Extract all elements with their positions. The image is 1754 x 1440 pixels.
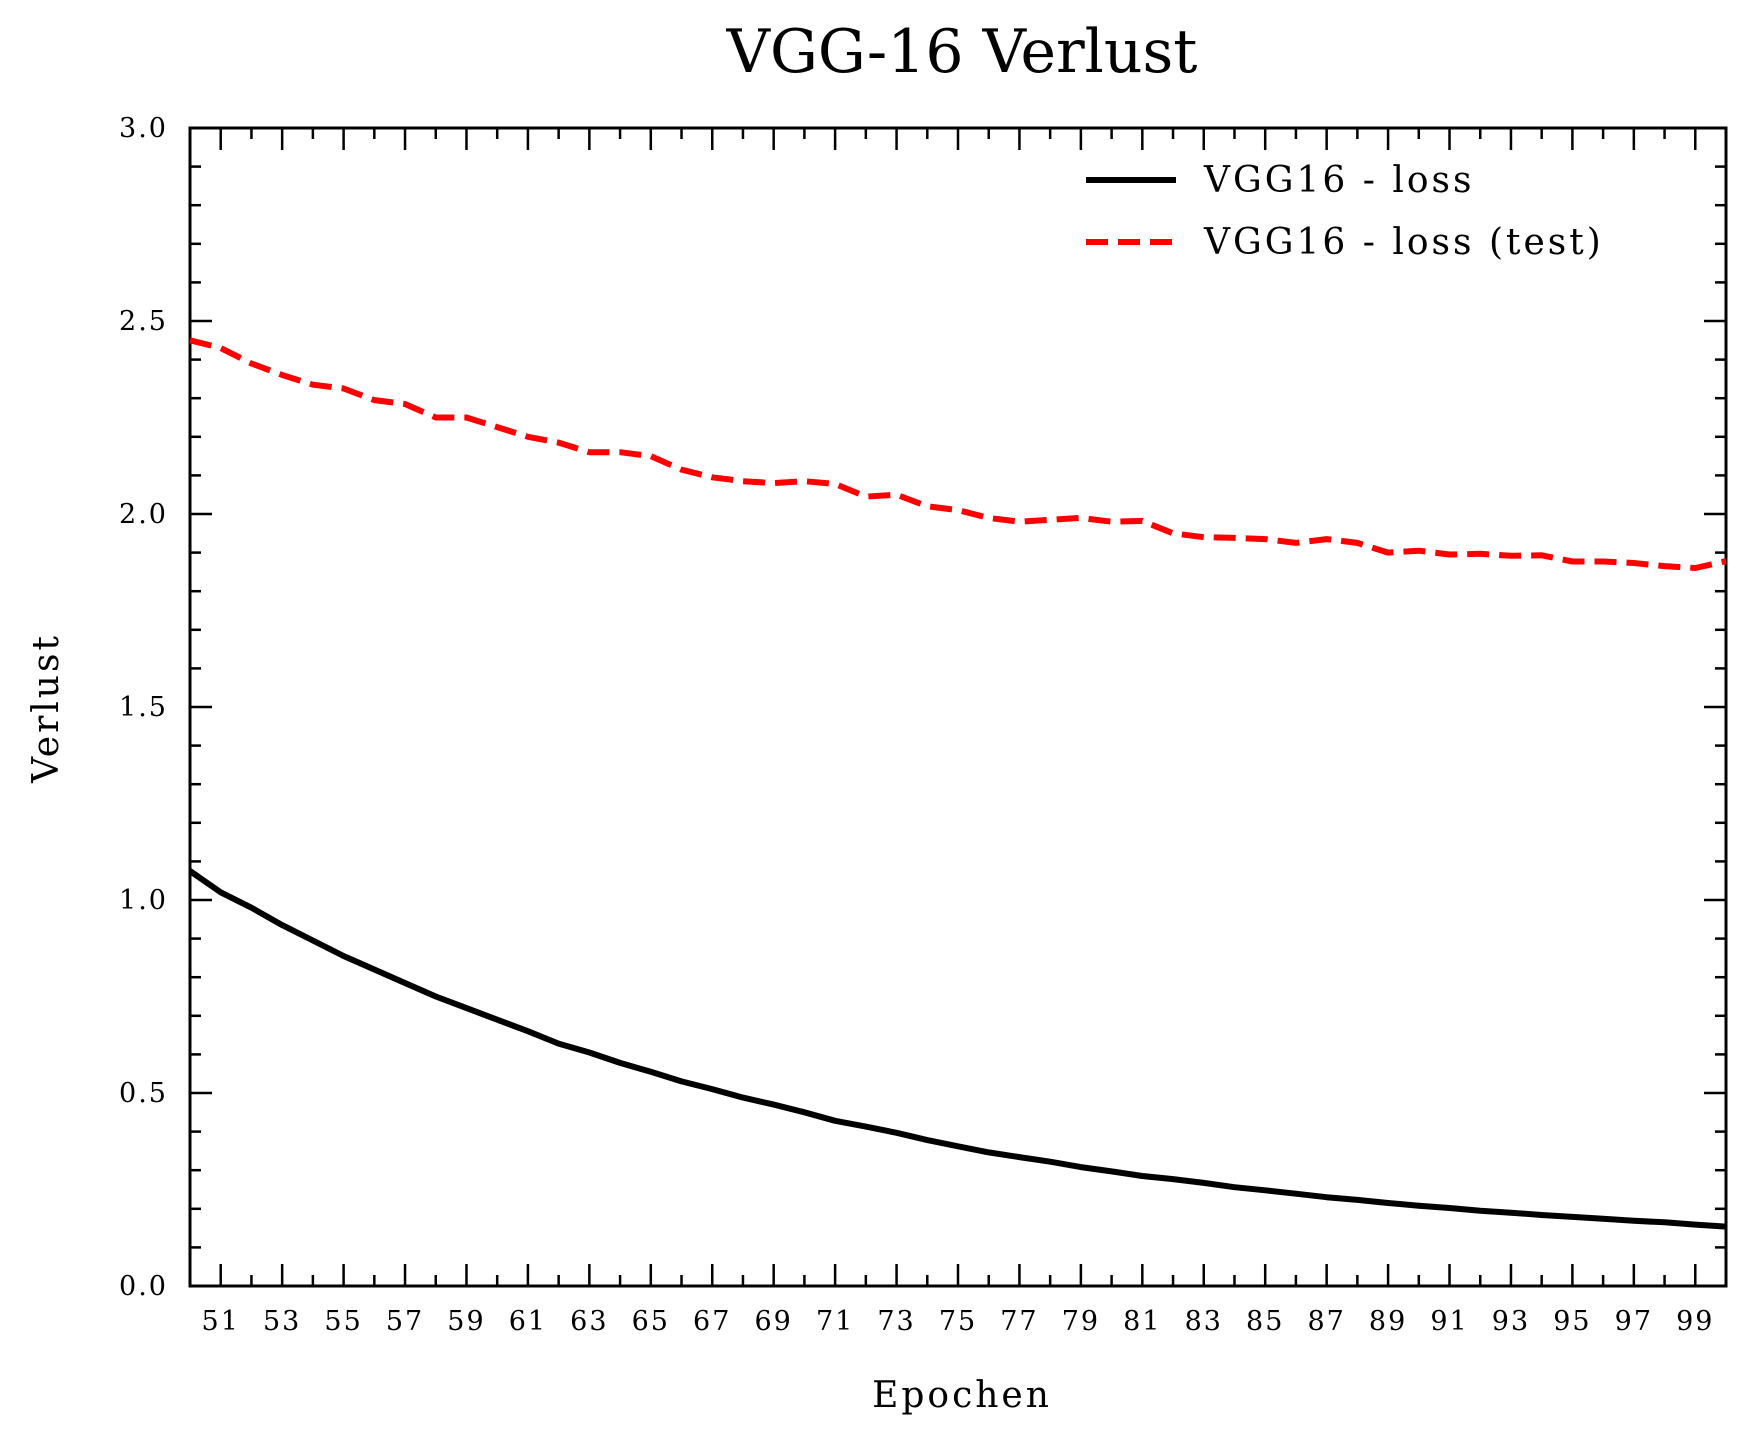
x-tick-label: 89 <box>1369 1306 1407 1337</box>
legend-label-1: VGG16 - loss <box>1203 160 1475 201</box>
y-axis-label: Verlust <box>26 633 67 784</box>
x-tick-label: 81 <box>1123 1306 1161 1337</box>
x-tick-label: 61 <box>509 1306 547 1337</box>
x-tick-label: 93 <box>1492 1306 1530 1337</box>
plot-area: 0.0 0.5 1.0 1.5 2.0 2.5 3.0 51 53 55 57 59 61 63 65 67 6… <box>119 113 1728 1337</box>
x-tick-label: 77 <box>1000 1306 1038 1337</box>
x-tick-label: 95 <box>1553 1306 1591 1337</box>
x-tick-label: 71 <box>816 1306 854 1337</box>
legend-label-2: VGG16 - loss (test) <box>1203 222 1604 263</box>
legend: VGG16 - loss VGG16 - loss (test) <box>1086 160 1604 263</box>
x-tick-label: 85 <box>1246 1306 1284 1337</box>
x-tick-label: 63 <box>570 1306 608 1337</box>
x-tick-label: 69 <box>755 1306 793 1337</box>
y-tick-label: 0.0 <box>119 1271 168 1302</box>
x-tick-label: 79 <box>1062 1306 1100 1337</box>
plot-frame <box>188 126 1728 1288</box>
series-line-1 <box>188 868 1727 1230</box>
x-tick-label: 57 <box>386 1306 424 1337</box>
x-tick-label: 91 <box>1430 1306 1468 1337</box>
x-tick-label: 67 <box>693 1306 731 1337</box>
y-axis-label-group: Verlust <box>26 633 67 784</box>
y-tick-label: 2.0 <box>119 499 168 530</box>
chart-title: VGG-16 Verlust <box>726 17 1198 87</box>
series-line-2 <box>189 337 1727 571</box>
x-tick-label: 55 <box>324 1306 362 1337</box>
x-tick-label: 73 <box>877 1306 915 1337</box>
x-tick-label: 65 <box>632 1306 670 1337</box>
x-tick-label: 97 <box>1615 1306 1653 1337</box>
x-tick-label: 51 <box>202 1306 240 1337</box>
y-tick-label: 0.5 <box>119 1078 168 1109</box>
x-tick-label: 83 <box>1185 1306 1223 1337</box>
x-tick-label: 99 <box>1676 1306 1714 1337</box>
x-tick-label: 59 <box>447 1306 485 1337</box>
x-tick-label: 87 <box>1307 1306 1345 1337</box>
y-tick-label: 1.5 <box>119 692 168 723</box>
y-tick-label: 1.0 <box>119 885 168 916</box>
y-tick-label: 3.0 <box>119 113 168 144</box>
x-tick-label: 53 <box>263 1306 301 1337</box>
x-tick-label: 75 <box>939 1306 977 1337</box>
x-axis-label: Epochen <box>872 1375 1052 1416</box>
y-tick-label: 2.5 <box>119 306 168 337</box>
